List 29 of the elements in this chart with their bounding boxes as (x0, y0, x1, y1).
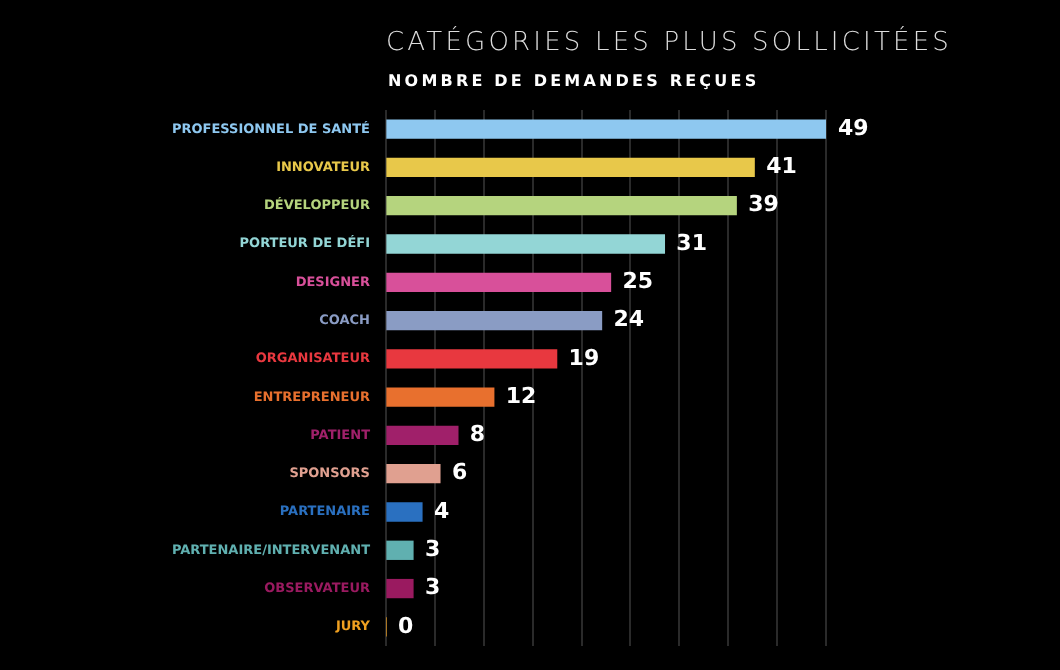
bar (386, 310, 603, 331)
chart-subtitle: NOMBRE DE DEMANDES REÇUES (388, 72, 760, 90)
bar (386, 234, 666, 254)
data-label: 39 (748, 191, 779, 218)
bar (386, 425, 459, 446)
bar (386, 157, 755, 178)
data-label: 41 (766, 153, 797, 180)
chart-title: CATÉGORIES LES PLUS SOLLICITÉES (386, 28, 952, 58)
data-label: 25 (622, 268, 654, 294)
bar (386, 196, 737, 216)
bar (386, 578, 414, 599)
data-label: 0 (398, 612, 414, 639)
data-label: 24 (613, 306, 645, 333)
data-label: 19 (568, 344, 600, 371)
data-label: 4 (433, 497, 450, 524)
data-label: 12 (505, 382, 537, 409)
data-label: 6 (451, 459, 468, 486)
data-label: 31 (676, 229, 707, 256)
data-label: 8 (469, 421, 486, 448)
bar (386, 272, 612, 292)
bar (386, 387, 495, 407)
bar (386, 119, 826, 139)
data-label: 3 (424, 574, 441, 601)
data-label: 49 (838, 114, 869, 141)
bar (386, 464, 441, 484)
data-label: 3 (424, 536, 441, 562)
bar (386, 540, 414, 560)
bar (386, 502, 423, 522)
bar (386, 349, 558, 369)
